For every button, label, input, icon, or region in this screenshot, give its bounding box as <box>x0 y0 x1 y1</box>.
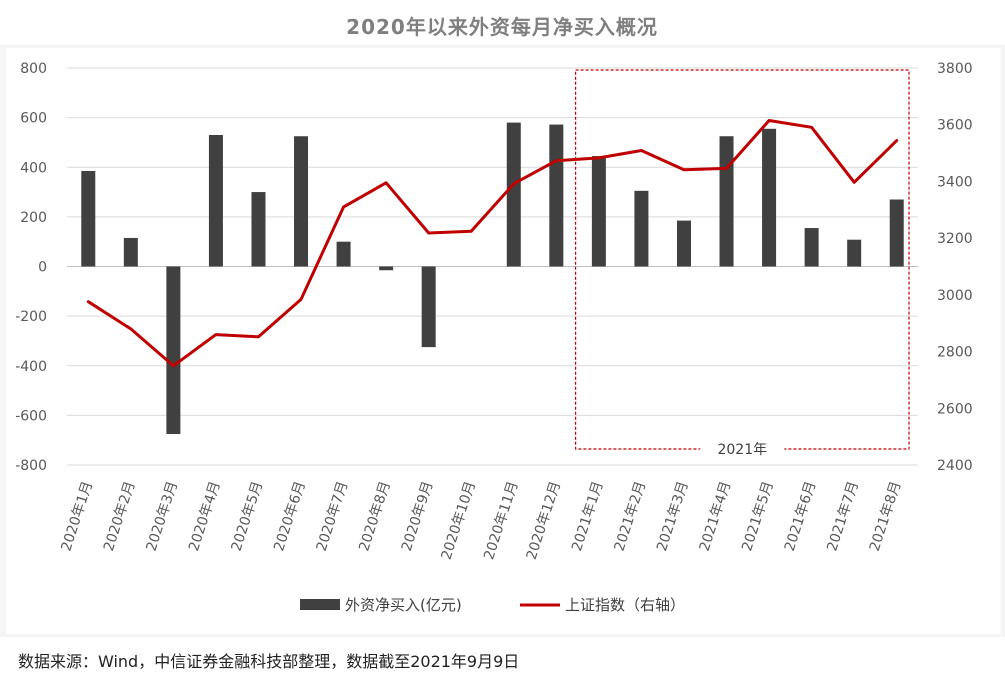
bar <box>634 190 649 267</box>
y-right-tick-label: 3600 <box>937 118 973 134</box>
bar <box>676 220 691 267</box>
y-right-tick-label: 2800 <box>937 345 973 361</box>
y-left-tick-label: 0 <box>38 260 47 276</box>
bar <box>719 136 734 267</box>
bar <box>847 239 862 267</box>
bar <box>889 199 904 267</box>
bar <box>591 156 606 267</box>
y-right-tick-label: 2600 <box>937 401 973 417</box>
index-line <box>86 119 899 368</box>
annotation-label: 2021年 <box>717 442 767 458</box>
bar <box>166 266 181 434</box>
y-left-tick-label: 200 <box>20 210 47 226</box>
bar <box>506 122 521 267</box>
annotation-box <box>574 69 910 450</box>
bar <box>336 241 351 267</box>
y-right-tick-label: 2400 <box>937 458 973 474</box>
y-right-tick-label: 3000 <box>937 288 973 304</box>
chart-title: 2020年以来外资每月净买入概况 <box>346 15 658 39</box>
y-axis-right: 3800 3600 3400 3200 3000 2800 2600 2400 <box>937 61 973 474</box>
source-note: 数据来源：Wind，中信证券金融科技部整理，数据截至2021年9月9日 <box>18 652 519 671</box>
bar <box>208 134 223 267</box>
bar <box>804 228 819 267</box>
bar <box>123 237 138 267</box>
y-right-tick-label: 3800 <box>937 61 973 77</box>
y-left-tick-label: 400 <box>20 160 47 176</box>
y-left-tick-label: -200 <box>15 309 47 325</box>
bar <box>549 124 564 267</box>
legend-label-line: 上证指数（右轴） <box>565 596 685 614</box>
bar <box>81 170 96 267</box>
bar <box>421 266 436 348</box>
legend-swatch-bar <box>300 599 340 610</box>
line-series <box>86 119 899 368</box>
bar <box>294 136 309 267</box>
y-axis-left: 800 600 400 200 0 -200 -400 -600 -800 <box>15 61 47 474</box>
annotation-label-background <box>700 439 785 459</box>
bar <box>762 128 777 267</box>
y-right-tick-label: 3200 <box>937 231 973 247</box>
gridlines <box>67 67 918 466</box>
y-left-tick-label: -400 <box>15 359 47 375</box>
y-left-tick-label: -800 <box>15 458 47 474</box>
bar <box>251 192 266 267</box>
y-left-tick-label: -600 <box>15 408 47 424</box>
annotation-2021: 2021年 <box>574 69 910 459</box>
y-left-tick-label: 800 <box>20 61 47 77</box>
legend: 外资净买入(亿元) 上证指数（右轴） <box>300 596 685 614</box>
y-right-tick-label: 3400 <box>937 174 973 190</box>
legend-label-bar: 外资净买入(亿元) <box>345 596 462 614</box>
bar <box>379 266 394 271</box>
y-left-tick-label: 600 <box>20 111 47 127</box>
